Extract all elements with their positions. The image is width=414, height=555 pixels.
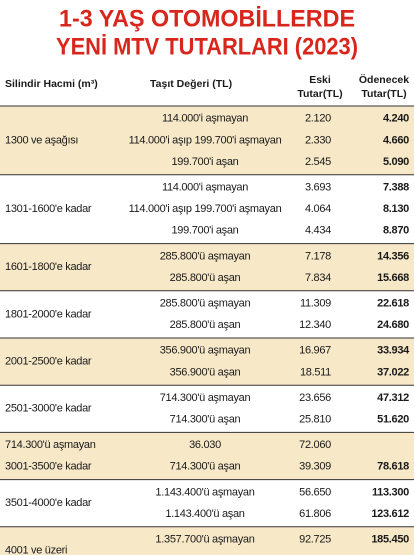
cell-text: 285.800'ü aşmayan: [160, 298, 251, 310]
cylinder-label: 2001-2500'e kadar: [5, 356, 92, 368]
group-band: [0, 479, 414, 527]
new-amount: 8.870: [383, 225, 409, 237]
group-band: [0, 338, 414, 386]
cell-text: 285.800'ü aşmayan: [160, 250, 251, 262]
new-amount: 5.090: [383, 156, 409, 168]
cell-text: 356.900'ü aşan: [170, 366, 241, 378]
cell-text: 199.700'i aşan: [171, 225, 238, 237]
cell-text: 714.300'ü aşmayan: [5, 439, 96, 451]
new-amount: 15.668: [377, 272, 409, 284]
cylinder-label: 2501-3000'e kadar: [5, 403, 92, 415]
column-header: Tutar(TL): [297, 88, 342, 100]
new-amount: 8.130: [383, 203, 409, 215]
group-band: [0, 290, 414, 338]
new-amount: 22.618: [377, 298, 409, 310]
cylinder-label: 1300 ve aşağısı: [5, 134, 78, 146]
column-header: Ödenecek: [359, 73, 409, 86]
title-line: YENİ MTV TUTARLARI (2023): [56, 33, 358, 60]
cylinder-label: 1301-1600'e kadar: [5, 203, 92, 215]
old-amount: 7.178: [305, 250, 331, 262]
cell-text: 714.300'ü aşan: [170, 461, 241, 473]
group-band: [0, 526, 414, 555]
old-amount: 2.120: [305, 113, 331, 125]
new-amount: 51.620: [377, 414, 409, 426]
new-amount: 78.618: [377, 461, 409, 473]
old-amount: 16.967: [299, 345, 331, 357]
column-header: Silindir Hacmi (m³): [5, 78, 98, 90]
cell-text: 285.800'ü aşan: [170, 319, 241, 331]
cell-text: 714.300'ü aşmayan: [160, 392, 251, 404]
new-amount: 47.312: [377, 392, 409, 404]
new-amount: 7.388: [383, 182, 409, 194]
old-amount: 39.309: [299, 461, 331, 473]
new-amount: 4.660: [383, 134, 409, 146]
column-header: Taşıt Değeri (TL): [150, 78, 232, 90]
cylinder-label: 1801-2000'e kadar: [5, 308, 92, 320]
old-amount: 23.656: [299, 392, 331, 404]
group-band: [0, 106, 414, 175]
old-amount: 72.060: [299, 439, 331, 451]
new-amount: 4.240: [383, 113, 409, 125]
old-amount: 2.330: [305, 134, 331, 146]
new-amount: 37.022: [377, 366, 409, 378]
cell-text: 285.800'ü aşan: [170, 272, 241, 284]
cell-text: 114.000'i aşmayan: [162, 113, 248, 125]
old-amount: 61.806: [299, 508, 331, 520]
cell-text: 114.000'i aşıp 199.700'i aşmayan: [129, 134, 282, 146]
old-amount: 7.834: [305, 272, 331, 284]
new-amount: 14.356: [377, 250, 409, 262]
cell-text: 114.000'i aşmayan: [162, 182, 248, 194]
cell-text: 199.700'i aşan: [171, 156, 238, 168]
new-amount: 24.680: [377, 319, 409, 331]
cell-text: 3001-3500'e kadar: [5, 461, 92, 473]
old-amount: 4.434: [305, 225, 331, 237]
cell-text: 714.300'ü aşan: [170, 414, 241, 426]
old-amount: 3.693: [305, 182, 331, 194]
cylinder-label: 4001 ve üzeri: [5, 544, 67, 555]
old-amount: 12.340: [299, 319, 331, 331]
column-header: Tutar(TL): [361, 88, 406, 100]
old-amount: 25.810: [299, 414, 331, 426]
cell-text: 36.030: [189, 439, 221, 451]
group-band: [0, 243, 414, 291]
group-band: [0, 174, 414, 244]
old-amount: 11.309: [300, 298, 331, 310]
old-amount: 92.725: [299, 534, 331, 546]
cell-text: 356.900'ü aşmayan: [160, 345, 251, 357]
group-band: [0, 385, 414, 433]
group-band: [0, 432, 414, 480]
new-amount: 33.934: [377, 345, 410, 357]
new-amount: 113.300: [372, 486, 409, 498]
cylinder-label: 3501-4000'e kadar: [5, 497, 92, 509]
old-amount: 2.545: [305, 156, 331, 168]
new-amount: 185.450: [371, 534, 409, 546]
column-header: Eski: [309, 74, 331, 86]
cell-text: 1.143.400'ü aşmayan: [155, 486, 254, 498]
new-amount: 123.612: [371, 508, 409, 520]
title-line: 1-3 YAŞ OTOMOBİLLERDE: [59, 5, 355, 32]
old-amount: 18.511: [300, 366, 331, 378]
cell-text: 114.000'i aşıp 199.700'i aşmayan: [129, 203, 282, 215]
cell-text: 1.143.400'ü aşan: [165, 508, 244, 520]
old-amount: 4.064: [305, 203, 331, 215]
old-amount: 56.650: [299, 486, 331, 498]
cell-text: 1.357.700'ü aşmayan: [155, 534, 254, 546]
cylinder-label: 1601-1800'e kadar: [5, 261, 92, 273]
